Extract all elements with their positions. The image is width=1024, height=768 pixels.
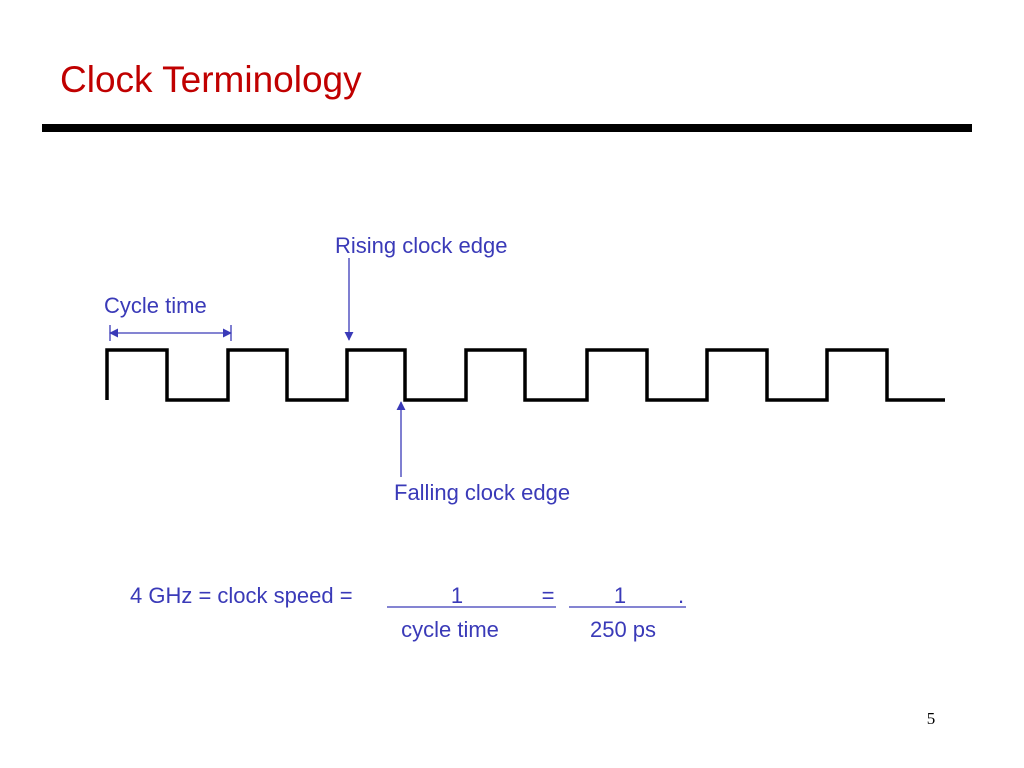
page-number: 5 — [927, 709, 936, 728]
clock-waveform — [105, 348, 945, 402]
equation-lhs: 4 GHz = clock speed = — [130, 583, 353, 608]
period: . — [678, 583, 684, 608]
equals: = — [542, 583, 555, 608]
numerator: 1 — [451, 583, 463, 608]
denominator: cycle time — [401, 617, 499, 642]
rising-label: Rising clock edge — [335, 233, 507, 258]
title-rule — [42, 124, 972, 132]
numerator: 1 — [614, 583, 626, 608]
cycle-label: Cycle time — [104, 293, 207, 318]
denominator: 250 ps — [590, 617, 656, 642]
falling-label: Falling clock edge — [394, 480, 570, 505]
slide-title: Clock Terminology — [60, 59, 362, 100]
